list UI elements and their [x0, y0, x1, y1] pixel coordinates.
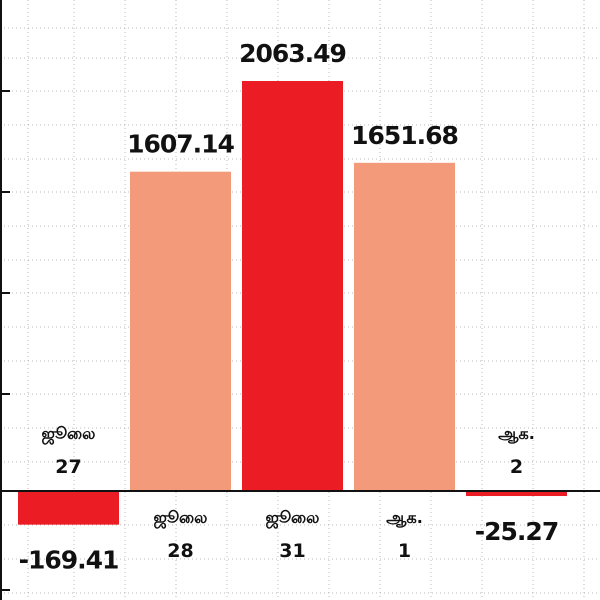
- category-label-month: ஜூலை: [42, 424, 96, 444]
- bars: [18, 81, 567, 525]
- category-label-day: 31: [279, 540, 305, 562]
- category-label-day: 1: [398, 540, 411, 562]
- bar: [466, 491, 567, 497]
- category-label-month: ஜூலை: [266, 508, 320, 528]
- bar: [242, 81, 343, 491]
- category-label-day: 28: [167, 540, 193, 562]
- labels: -169.41 ஜூலை 27 1607.14 ஜூலை 28 2063.49 ஜூலை 31 1…: [19, 39, 560, 575]
- bar: [18, 491, 119, 525]
- data-label: 2063.49: [239, 39, 346, 68]
- category-label-month: ஆக.: [386, 508, 423, 528]
- category-label-month: ஆக.: [498, 424, 535, 444]
- bar: [130, 171, 231, 491]
- data-label: -25.27: [475, 517, 558, 546]
- data-label: 1651.68: [351, 121, 458, 150]
- category-label-day: 27: [55, 456, 81, 478]
- bar: [354, 162, 455, 492]
- category-label-day: 2: [510, 456, 523, 478]
- data-label: -169.41: [19, 546, 119, 575]
- data-label: 1607.14: [127, 130, 234, 159]
- category-label-month: ஜூலை: [154, 508, 208, 528]
